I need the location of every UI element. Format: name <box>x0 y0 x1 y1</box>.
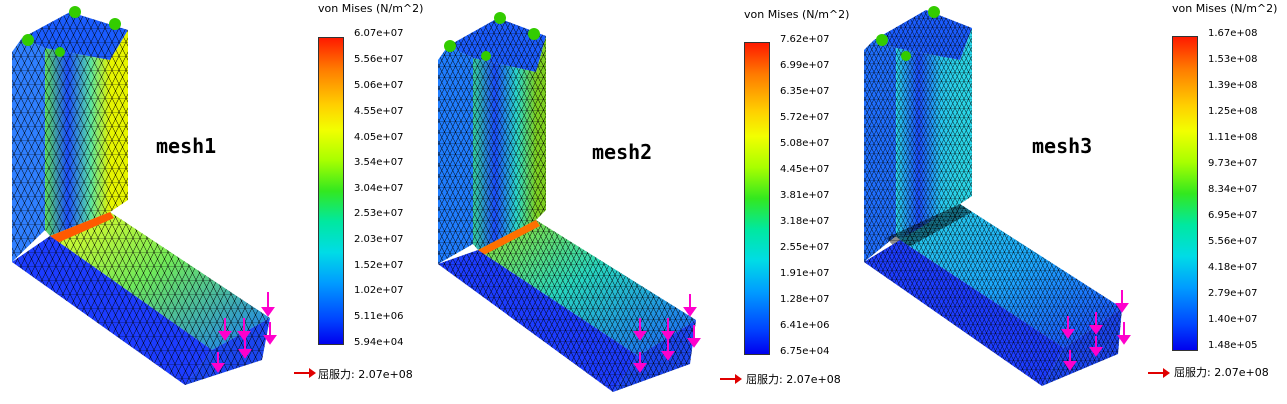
tick-label: 3.54e+07 <box>354 157 404 168</box>
legend-title: von Mises (N/m^2) <box>744 8 850 21</box>
model-mesh2 <box>438 12 701 392</box>
tick-label: 8.34e+07 <box>1208 184 1258 195</box>
yield-text: 屈服力: 2.07e+08 <box>746 371 841 387</box>
dense-mesh-region <box>886 204 972 252</box>
tick-label: 4.45e+07 <box>780 164 830 175</box>
yield-text: 屈服力: 2.07e+08 <box>318 366 413 382</box>
tick-label: 6.41e+06 <box>780 320 830 331</box>
tick-label: 1.67e+08 <box>1208 28 1258 39</box>
tick-label: 2.55e+07 <box>780 242 830 253</box>
yield-value: 2.07e+08 <box>786 373 841 386</box>
mesh-label: mesh2 <box>592 140 653 164</box>
yield-arrow-icon <box>720 374 742 384</box>
load-arrow-icon <box>1061 290 1131 371</box>
tick-label: 2.03e+07 <box>354 234 404 245</box>
tick-label: 5.11e+06 <box>354 311 404 322</box>
yield-arrow-icon <box>294 368 316 378</box>
legend-title: von Mises (N/m^2) <box>1172 2 1278 15</box>
model-mesh1 <box>12 6 277 385</box>
tick-label: 9.73e+07 <box>1208 158 1258 169</box>
color-bar <box>318 37 344 345</box>
fixture-icon <box>876 6 940 61</box>
yield-value: 2.07e+08 <box>358 368 413 381</box>
model-mesh3 <box>864 6 1131 386</box>
tick-label: 5.56e+07 <box>354 54 404 65</box>
tick-label: 4.18e+07 <box>1208 262 1258 273</box>
tick-label: 7.62e+07 <box>780 34 830 45</box>
tick-label: 6.35e+07 <box>780 86 830 97</box>
tick-label: 5.06e+07 <box>354 80 404 91</box>
tick-label: 3.04e+07 <box>354 183 404 194</box>
fixture-icon <box>444 12 540 61</box>
stress-concentration <box>478 220 540 256</box>
mesh-label: mesh1 <box>156 134 217 158</box>
tick-label: 3.18e+07 <box>780 216 830 227</box>
stress-concentration <box>50 212 114 244</box>
yield-label: 屈服力: <box>746 373 783 386</box>
tick-label: 1.91e+07 <box>780 268 830 279</box>
yield-label: 屈服力: <box>318 368 355 381</box>
tick-label: 5.94e+04 <box>354 337 404 348</box>
tick-label: 1.25e+08 <box>1208 106 1258 117</box>
yield-arrow-icon <box>1148 368 1170 378</box>
tick-label: 3.81e+07 <box>780 190 830 201</box>
tick-label: 6.95e+07 <box>1208 210 1258 221</box>
color-bar <box>1172 36 1198 351</box>
tick-label: 1.52e+07 <box>354 260 404 271</box>
tick-label: 5.08e+07 <box>780 138 830 149</box>
load-arrow-icon <box>211 292 277 373</box>
tick-label: 1.48e+05 <box>1208 340 1258 351</box>
tick-label: 1.28e+07 <box>780 294 830 305</box>
tick-label: 6.75e+04 <box>780 346 830 357</box>
tick-label: 2.53e+07 <box>354 208 404 219</box>
tick-label: 1.40e+07 <box>1208 314 1258 325</box>
tick-label: 4.05e+07 <box>354 132 404 143</box>
yield-text: 屈服力: 2.07e+08 <box>1174 364 1269 380</box>
fixture-icon <box>22 6 121 57</box>
tick-label: 6.07e+07 <box>354 28 404 39</box>
load-arrow-icon <box>633 294 701 373</box>
tick-label: 1.39e+08 <box>1208 80 1258 91</box>
legend-title: von Mises (N/m^2) <box>318 2 424 15</box>
tick-label: 5.72e+07 <box>780 112 830 123</box>
yield-label: 屈服力: <box>1174 366 1211 379</box>
tick-label: 6.99e+07 <box>780 60 830 71</box>
tick-label: 1.53e+08 <box>1208 54 1258 65</box>
yield-value: 2.07e+08 <box>1214 366 1269 379</box>
tick-label: 1.11e+08 <box>1208 132 1258 143</box>
tick-label: 4.55e+07 <box>354 106 404 117</box>
panel-mesh3: mesh3 von Mises (N/m^2) 1.67e+08 1.53e+0… <box>856 0 1286 404</box>
color-bar <box>744 42 770 355</box>
tick-label: 2.79e+07 <box>1208 288 1258 299</box>
panel-mesh2: mesh2 von Mises (N/m^2) 7.62e+07 6.99e+0… <box>428 0 858 404</box>
panel-mesh1: mesh1 von Mises (N/m^2) 6.07e+07 5.56e+0… <box>0 0 430 404</box>
mesh-label: mesh3 <box>1032 134 1093 158</box>
tick-label: 1.02e+07 <box>354 285 404 296</box>
tick-label: 5.56e+07 <box>1208 236 1258 247</box>
